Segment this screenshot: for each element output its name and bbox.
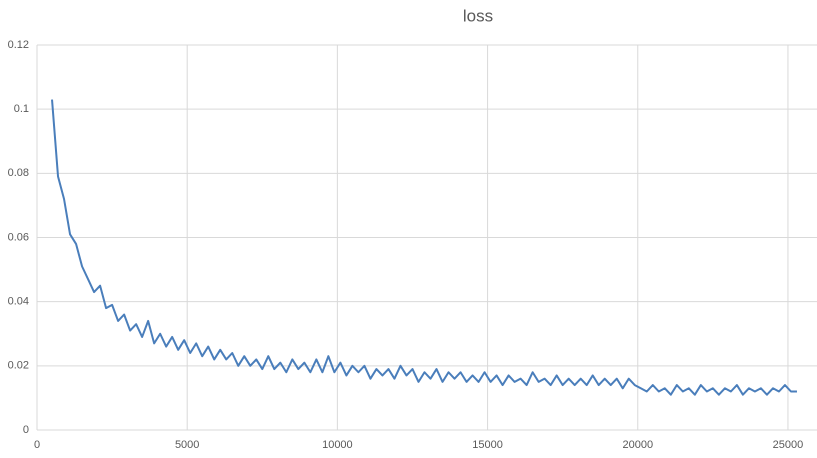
y-tick-label: 0.08 [8, 167, 29, 179]
y-tick-label: 0.12 [8, 39, 29, 51]
chart-title: loss [463, 6, 493, 25]
loss-line [51, 99, 797, 396]
x-tick-label: 25000 [773, 439, 804, 451]
y-tick-label: 0 [23, 424, 29, 436]
y-tick-label: 0.06 [8, 231, 29, 243]
x-tick-label: 5000 [175, 439, 199, 451]
x-tick-label: 0 [34, 439, 40, 451]
y-tick-label: 0.1 [14, 103, 29, 115]
x-tick-label: 20000 [622, 439, 653, 451]
y-tick-label: 0.04 [8, 296, 29, 308]
y-tick-label: 0.02 [8, 360, 29, 372]
x-tick-label: 10000 [322, 439, 353, 451]
x-tick-label: 15000 [472, 439, 503, 451]
